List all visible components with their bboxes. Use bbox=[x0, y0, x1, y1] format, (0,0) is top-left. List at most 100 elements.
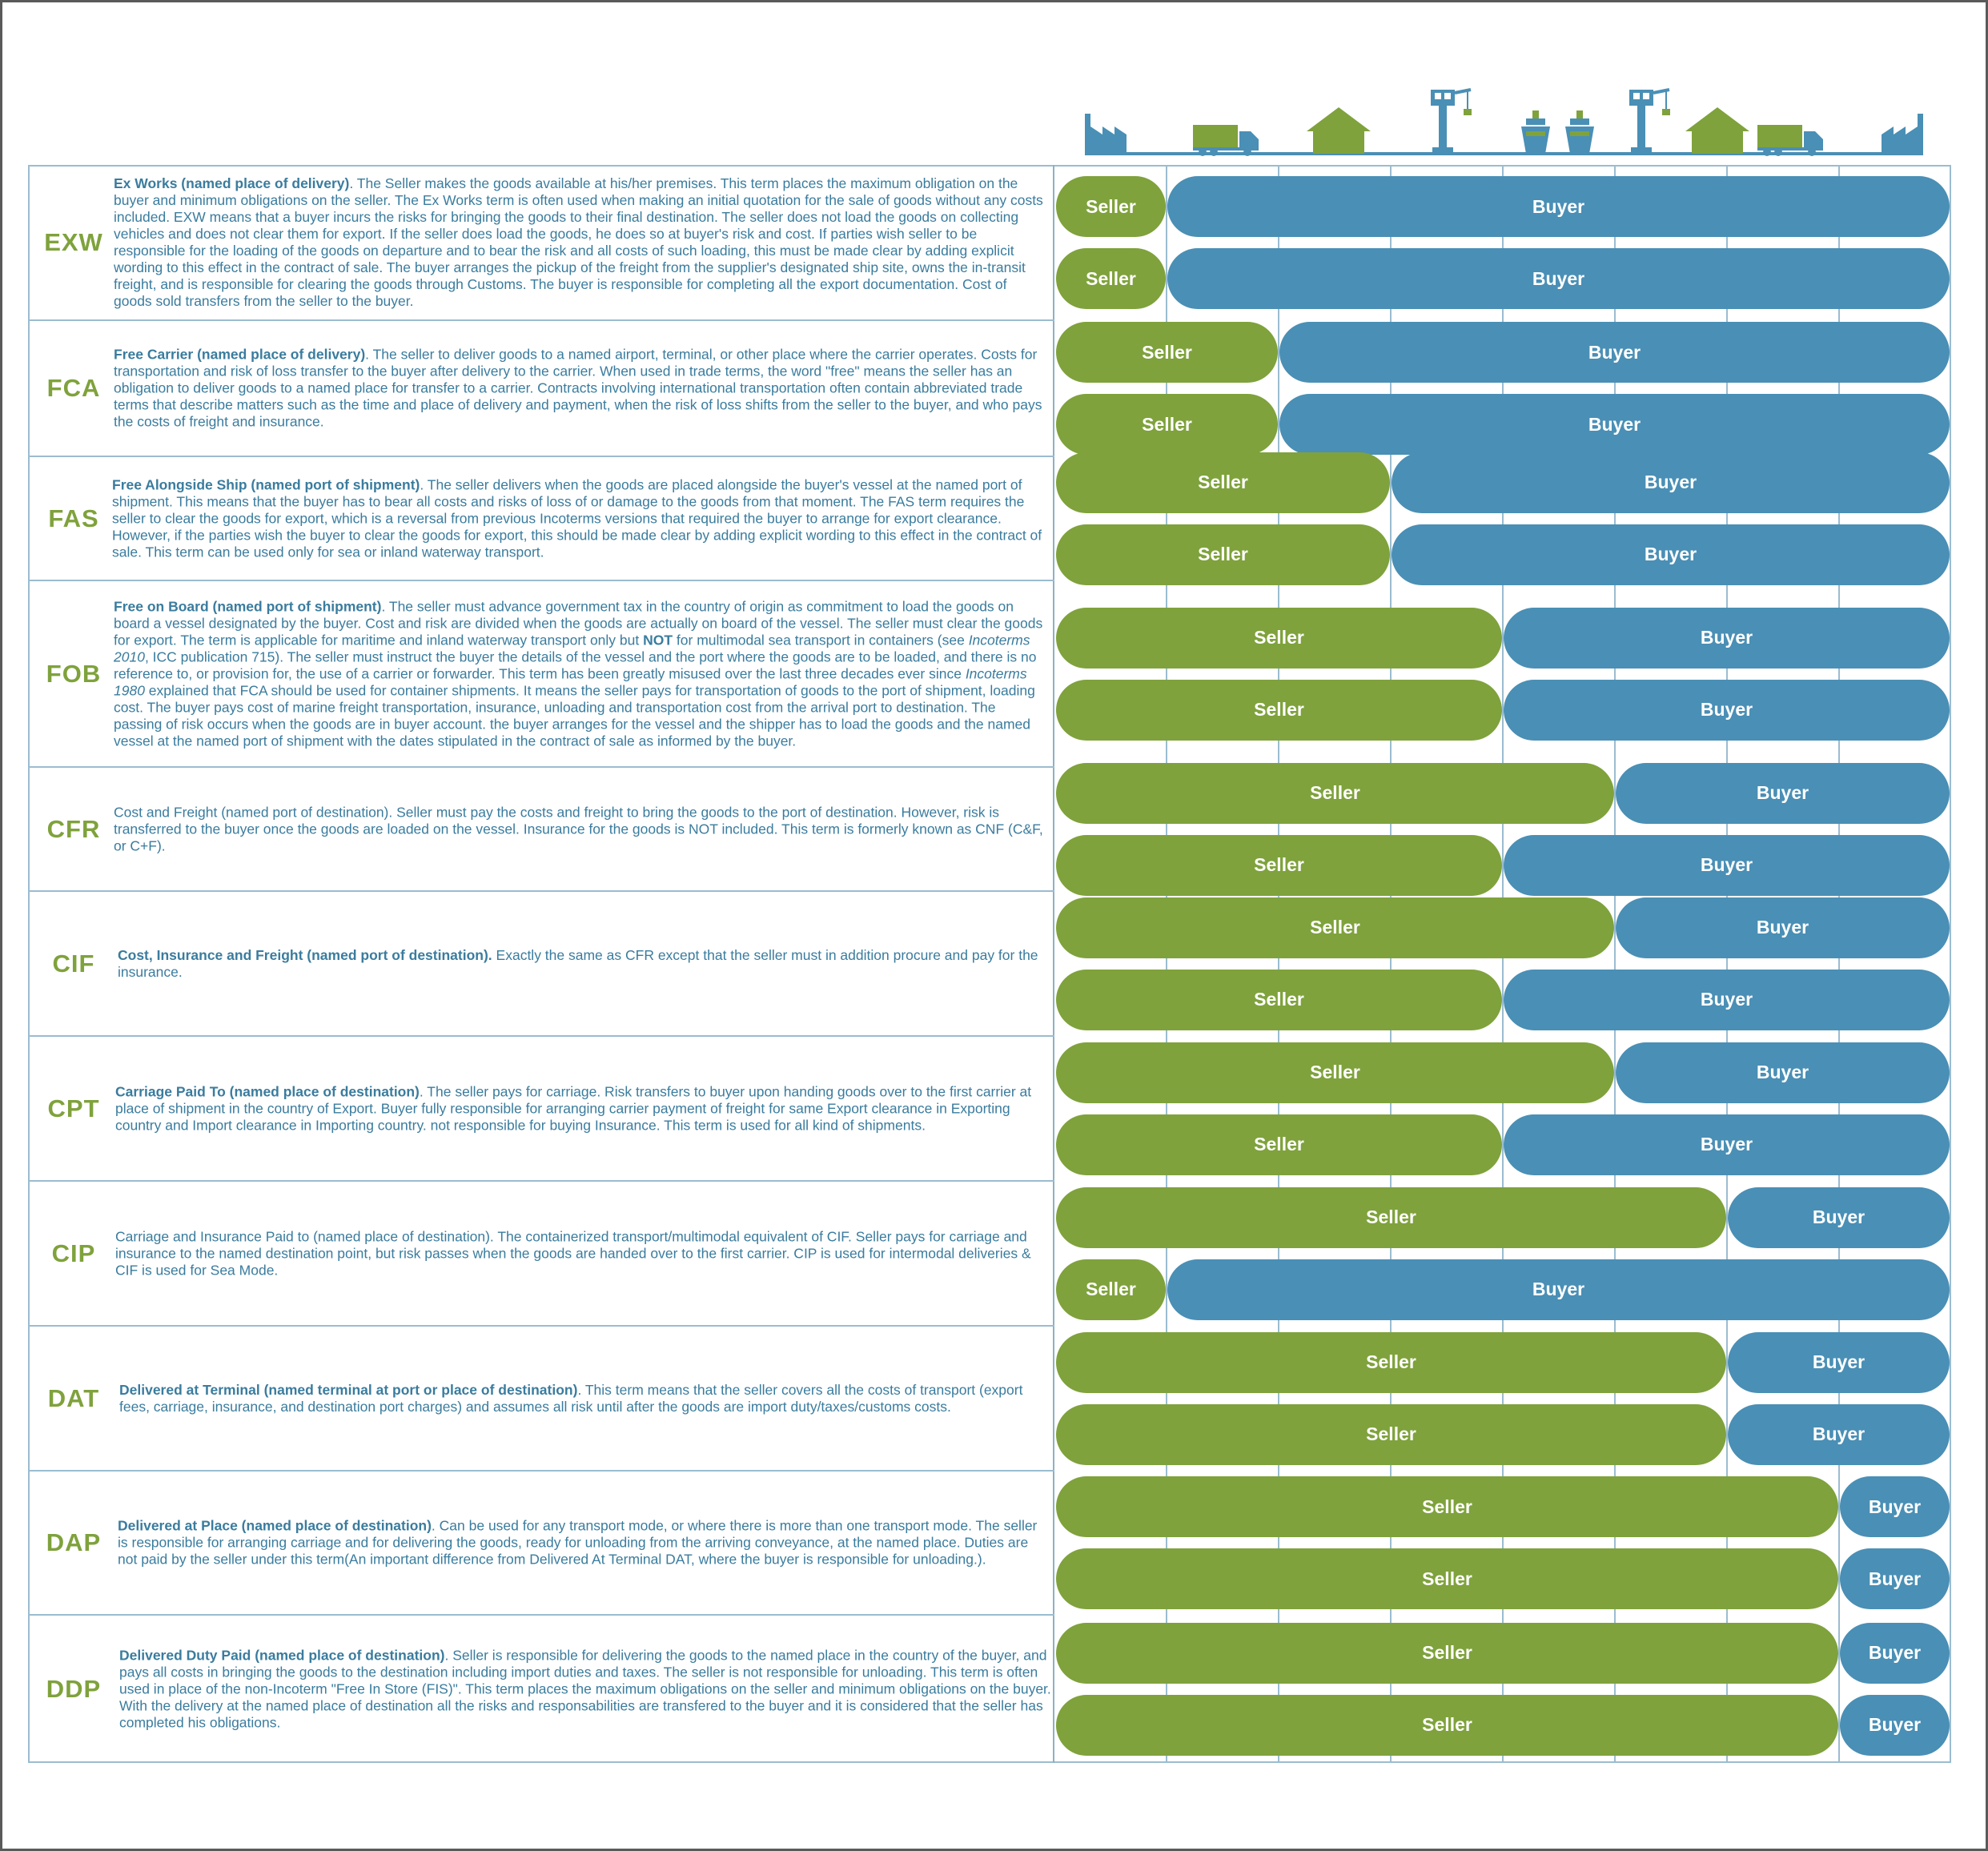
term-text: for multimodal sea transport in containe… bbox=[673, 632, 969, 648]
truck-icon bbox=[1757, 125, 1823, 156]
term-text: Exactly the same as CFR except that the … bbox=[118, 946, 1038, 980]
term-code-dat: DAT bbox=[47, 1383, 100, 1412]
transport-icons-strip bbox=[1085, 88, 1923, 156]
term-em-text: Incoterms 2010 bbox=[114, 632, 1030, 665]
buyer-bar-exw-2: Buyer bbox=[1167, 248, 1950, 309]
term-text: . This term means that the seller covers… bbox=[119, 1381, 1023, 1415]
term-code-dap: DAP bbox=[46, 1528, 102, 1556]
seller-bar-fob-1: Seller bbox=[1056, 607, 1502, 669]
buyer-bar-fob-2: Buyer bbox=[1504, 679, 1950, 741]
term-code-fca: FCA bbox=[46, 374, 101, 402]
term-text: . The seller delivers when the goods are… bbox=[112, 476, 1042, 560]
buyer-bar-ddp-1: Buyer bbox=[1840, 1622, 1950, 1684]
seller-bar-cfr-2: Seller bbox=[1056, 834, 1502, 896]
term-description-dap: Delivered at Place (named place of desti… bbox=[118, 1518, 1050, 1568]
row-divider bbox=[28, 456, 1054, 457]
term-code-cif: CIF bbox=[52, 949, 95, 978]
seller-bar-cpt-1: Seller bbox=[1056, 1042, 1614, 1103]
factory-icon bbox=[1085, 114, 1127, 155]
term-text: . The seller to deliver goods to a named… bbox=[114, 346, 1042, 430]
row-divider bbox=[28, 766, 1054, 768]
term-description-fca: Free Carrier (named place of delivery). … bbox=[114, 347, 1046, 431]
truck-icon bbox=[1193, 125, 1259, 156]
term-name-text: Ex Works (named place of delivery) bbox=[114, 175, 350, 191]
buyer-bar-cip-2: Buyer bbox=[1167, 1259, 1950, 1320]
warehouse-icon bbox=[1307, 107, 1371, 154]
buyer-bar-cpt-2: Buyer bbox=[1504, 1114, 1950, 1175]
segment-grid-line bbox=[1502, 165, 1504, 1763]
buyer-bar-dap-1: Buyer bbox=[1840, 1476, 1950, 1537]
buyer-bar-dat-1: Buyer bbox=[1728, 1331, 1950, 1393]
term-code-cpt: CPT bbox=[47, 1094, 100, 1122]
seller-bar-cip-1: Seller bbox=[1056, 1186, 1726, 1248]
buyer-bar-cif-2: Buyer bbox=[1504, 969, 1950, 1030]
seller-bar-cip-2: Seller bbox=[1056, 1259, 1166, 1320]
seller-bar-fca-1: Seller bbox=[1056, 322, 1278, 383]
buyer-bar-cfr-2: Buyer bbox=[1504, 834, 1950, 896]
row-divider bbox=[28, 890, 1054, 892]
term-description-fob: Free on Board (named port of shipment). … bbox=[114, 598, 1046, 749]
term-em-text: Incoterms 1980 bbox=[114, 665, 1027, 698]
buyer-bar-fas-1: Buyer bbox=[1392, 452, 1950, 513]
segment-grid-line bbox=[1614, 165, 1616, 1763]
buyer-bar-cfr-1: Buyer bbox=[1616, 762, 1950, 824]
segment-grid-line bbox=[1390, 165, 1392, 1763]
buyer-bar-cip-1: Buyer bbox=[1728, 1186, 1950, 1248]
term-name-text: Delivered at Terminal (named terminal at… bbox=[119, 1381, 578, 1398]
buyer-bar-dap-2: Buyer bbox=[1840, 1548, 1950, 1609]
buyer-bar-dat-2: Buyer bbox=[1728, 1403, 1950, 1465]
term-text: Cost and Freight (named port of destinat… bbox=[114, 804, 1043, 853]
term-text: explained that FCA should be used for co… bbox=[114, 682, 1035, 749]
term-description-cif: Cost, Insurance and Freight (named port … bbox=[118, 947, 1050, 981]
segment-grid-line bbox=[1838, 165, 1840, 1763]
term-name-text: Free Alongside Ship (named port of shipm… bbox=[112, 476, 420, 492]
row-divider bbox=[28, 1035, 1054, 1037]
term-name-text: Carriage Paid To (named place of destina… bbox=[115, 1083, 420, 1099]
seller-bar-dat-2: Seller bbox=[1056, 1403, 1726, 1465]
seller-bar-ddp-2: Seller bbox=[1056, 1694, 1838, 1756]
term-code-exw: EXW bbox=[44, 228, 103, 256]
seller-bar-dap-1: Seller bbox=[1056, 1476, 1838, 1537]
term-text: Carriage and Insurance Paid to (named pl… bbox=[115, 1228, 1031, 1278]
term-code-fas: FAS bbox=[48, 504, 99, 532]
row-divider bbox=[28, 1614, 1054, 1616]
row-divider bbox=[28, 319, 1054, 321]
term-description-cip: Carriage and Insurance Paid to (named pl… bbox=[115, 1228, 1048, 1279]
seller-bar-ddp-1: Seller bbox=[1056, 1622, 1838, 1684]
buyer-bar-ddp-2: Buyer bbox=[1840, 1694, 1950, 1756]
seller-bar-cif-2: Seller bbox=[1056, 969, 1502, 1030]
seller-bar-fob-2: Seller bbox=[1056, 679, 1502, 741]
term-description-fas: Free Alongside Ship (named port of shipm… bbox=[112, 476, 1045, 560]
term-text: . The seller must advance government tax… bbox=[114, 598, 1043, 648]
seller-bar-exw-2: Seller bbox=[1056, 248, 1166, 309]
term-name-text: Cost, Insurance and Freight (named port … bbox=[118, 946, 492, 963]
segment-grid-line bbox=[1278, 165, 1279, 1763]
term-code-fob: FOB bbox=[46, 659, 102, 688]
seller-bar-fas-1: Seller bbox=[1056, 452, 1390, 513]
port-crane-icon bbox=[1629, 88, 1670, 154]
seller-bar-dap-2: Seller bbox=[1056, 1548, 1838, 1609]
term-strong-text: NOT bbox=[643, 632, 673, 648]
term-code-ddp: DDP bbox=[46, 1674, 102, 1703]
row-divider bbox=[28, 580, 1054, 581]
term-text: . The Seller makes the goods available a… bbox=[114, 175, 1043, 309]
seller-bar-cpt-2: Seller bbox=[1056, 1114, 1502, 1175]
seller-bar-fas-2: Seller bbox=[1056, 524, 1390, 585]
seller-bar-cfr-1: Seller bbox=[1056, 762, 1614, 824]
term-name-text: Free Carrier (named place of delivery) bbox=[114, 346, 366, 363]
segment-grid-line bbox=[1726, 165, 1728, 1763]
term-code-cfr: CFR bbox=[46, 814, 101, 843]
row-divider bbox=[28, 1470, 1054, 1472]
term-name-text: Delivered at Place (named place of desti… bbox=[118, 1517, 432, 1534]
term-name-text: Free on Board (named port of shipment) bbox=[114, 598, 382, 614]
seller-bar-dat-1: Seller bbox=[1056, 1331, 1726, 1393]
buyer-bar-fas-2: Buyer bbox=[1392, 524, 1950, 585]
buyer-bar-exw-1: Buyer bbox=[1167, 176, 1950, 237]
term-description-exw: Ex Works (named place of delivery). The … bbox=[114, 175, 1046, 310]
factory-icon bbox=[1882, 114, 1923, 155]
term-description-ddp: Delivered Duty Paid (named place of dest… bbox=[119, 1647, 1052, 1731]
buyer-bar-fca-2: Buyer bbox=[1279, 394, 1950, 455]
buyer-bar-cif-1: Buyer bbox=[1616, 897, 1950, 958]
term-description-cfr: Cost and Freight (named port of destinat… bbox=[114, 804, 1046, 854]
